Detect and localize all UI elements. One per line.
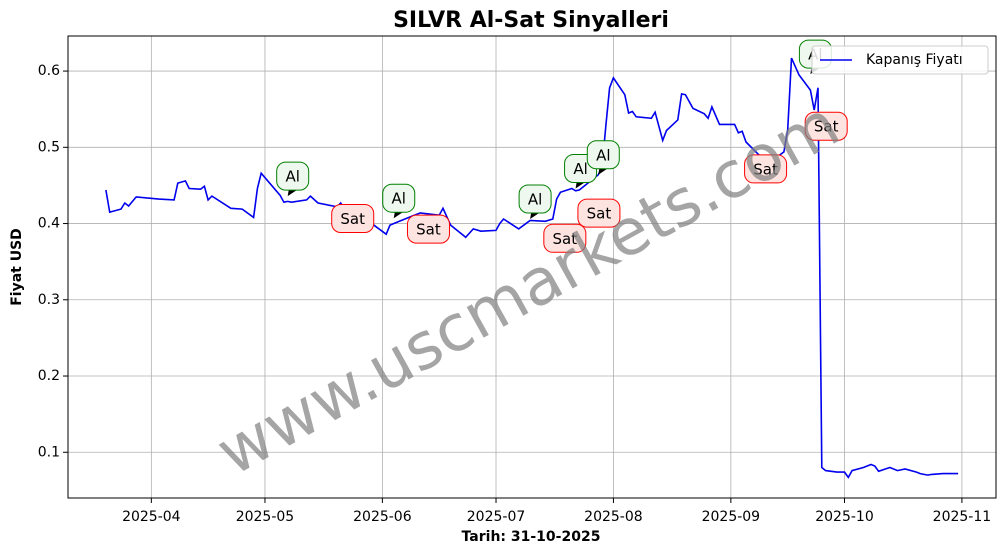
signal-annotation: Sat bbox=[331, 203, 375, 233]
x-axis-label: Tarih: 31-10-2025 bbox=[462, 529, 601, 545]
x-tick-label: 2025-11 bbox=[933, 509, 992, 525]
annotation-label: Sat bbox=[553, 230, 578, 248]
y-tick-label: 0.4 bbox=[38, 216, 60, 232]
signal-annotation: Sat bbox=[804, 111, 848, 141]
signal-annotation: Sat bbox=[543, 223, 587, 253]
chart-title: SILVR Al-Sat Sinyalleri bbox=[393, 8, 669, 33]
annotation-box bbox=[577, 198, 621, 228]
signal-annotation: Al bbox=[586, 140, 620, 175]
y-axis-label: Fiyat USD bbox=[9, 228, 25, 306]
annotation-box bbox=[406, 214, 450, 244]
annotation-label: Al bbox=[573, 160, 587, 178]
price-line bbox=[105, 57, 959, 479]
signal-annotation: Sat bbox=[577, 198, 621, 228]
legend: Kapanış Fiyatı bbox=[811, 45, 989, 75]
annotation-box bbox=[331, 203, 375, 233]
annotation-label: Sat bbox=[753, 160, 778, 178]
annotation-label: Sat bbox=[340, 210, 365, 228]
x-tick-label: 2025-06 bbox=[353, 509, 412, 525]
x-tick-label: 2025-09 bbox=[702, 509, 761, 525]
annotation-box bbox=[276, 161, 310, 191]
annotation-arrow bbox=[393, 212, 403, 219]
annotation-label: Al bbox=[596, 146, 610, 164]
annotation-arrow bbox=[530, 212, 540, 219]
signal-annotation: Al bbox=[518, 184, 552, 219]
annotation-arrow bbox=[575, 182, 585, 189]
annotation-box bbox=[804, 111, 848, 141]
annotation-label: Al bbox=[285, 168, 299, 186]
signal-annotation: Al bbox=[276, 161, 310, 197]
annotation-box bbox=[744, 154, 788, 184]
signal-annotation: Sat bbox=[406, 214, 450, 244]
annotation-label: Al bbox=[392, 190, 406, 208]
annotation-box bbox=[382, 183, 416, 213]
annotation-arrow bbox=[598, 168, 608, 175]
x-tick-label: 2025-08 bbox=[584, 509, 643, 525]
y-tick-label: 0.5 bbox=[38, 139, 60, 155]
annotation-label: Sat bbox=[814, 118, 839, 136]
y-tick-label: 0.1 bbox=[38, 444, 60, 460]
x-tick-label: 2025-10 bbox=[815, 509, 874, 525]
y-tick-label: 0.6 bbox=[38, 63, 60, 79]
signal-annotation: Al bbox=[382, 183, 416, 219]
watermark: www.uscmarkets.com bbox=[205, 87, 851, 490]
annotation-label: Al bbox=[528, 190, 542, 208]
annotation-box bbox=[586, 140, 620, 170]
annotation-arrow bbox=[287, 190, 297, 197]
legend-box bbox=[811, 45, 989, 75]
x-tick-label: 2025-04 bbox=[122, 509, 181, 525]
y-tick-label: 0.2 bbox=[38, 368, 60, 384]
annotation-label: Sat bbox=[587, 205, 612, 223]
annotation-box bbox=[543, 223, 587, 253]
legend-label: Kapanış Fiyatı bbox=[866, 52, 963, 68]
annotation-label: Sat bbox=[416, 221, 441, 239]
y-tick-label: 0.3 bbox=[38, 292, 60, 308]
annotation-box bbox=[518, 184, 552, 214]
signal-annotation: Sat bbox=[744, 154, 788, 184]
x-tick-label: 2025-05 bbox=[236, 509, 295, 525]
plot-frame bbox=[67, 35, 997, 499]
x-tick-label: 2025-07 bbox=[467, 509, 526, 525]
